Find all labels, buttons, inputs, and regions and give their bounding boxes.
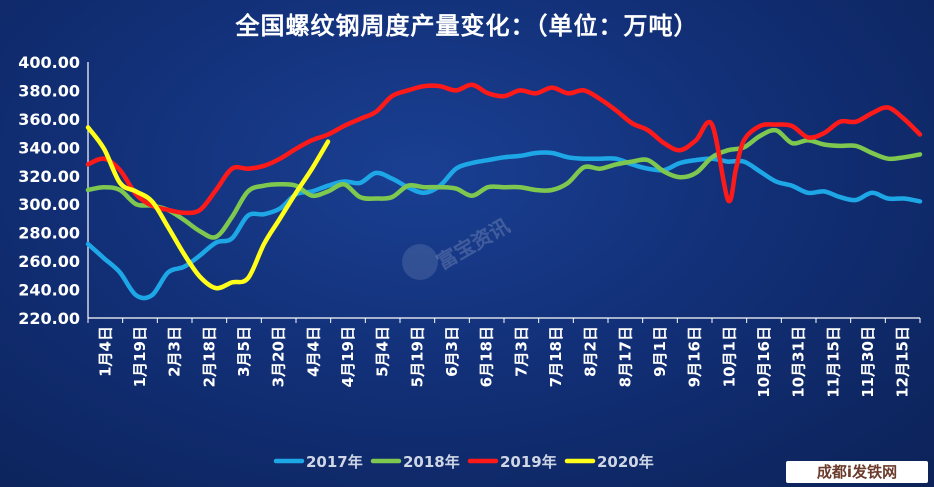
- watermark-text: 富宝资讯: [433, 214, 514, 275]
- watermark: 富宝资讯: [402, 214, 514, 280]
- y-tick-label: 300.00: [18, 195, 80, 214]
- series-line-2017年: [85, 150, 923, 301]
- x-tick-label: 5月19日: [408, 326, 426, 387]
- legend: 2017年 2018年 2019年 2020年: [273, 453, 654, 471]
- x-tick-label: 8月2日: [582, 326, 600, 377]
- watermark-logo: [402, 244, 438, 280]
- y-tick-label: 360.00: [18, 110, 80, 129]
- x-tick-label: 6月18日: [478, 326, 496, 387]
- x-tick-label: 4月4日: [304, 326, 322, 377]
- series-line-2020年: [85, 125, 331, 291]
- chart-title: 全国螺纹钢周度产量变化：（单位：万吨）: [235, 12, 699, 40]
- y-tick-label: 260.00: [18, 252, 80, 271]
- x-tick-label: 3月20日: [270, 326, 288, 387]
- series-line-2018年: [85, 127, 923, 240]
- x-tick-label: 6月3日: [443, 326, 461, 377]
- x-tick-label: 7月3日: [512, 326, 530, 377]
- corner-logo: 成都i发铁网: [786, 461, 928, 483]
- x-tick-label: 11月15日: [824, 326, 842, 398]
- y-tick-label: 400.00: [18, 53, 80, 72]
- legend-label: 2017年: [306, 453, 363, 471]
- y-tick-label: 320.00: [18, 167, 80, 186]
- y-tick-label: 220.00: [18, 309, 80, 328]
- legend-label: 2019年: [500, 453, 557, 471]
- x-tick-label: 10月16日: [755, 326, 773, 398]
- legend-label: 2020年: [597, 453, 654, 471]
- y-tick-label: 380.00: [18, 81, 80, 100]
- x-tick-label: 1月19日: [131, 326, 149, 387]
- x-tick-label: 7月18日: [547, 326, 565, 387]
- x-tick-label: 10月31日: [790, 326, 808, 398]
- axes: 220.00 240.00 260.00 280.00 300.00 320.00 340.…: [18, 53, 921, 398]
- x-tick-label: 1月4日: [96, 326, 114, 377]
- legend-label: 2018年: [403, 453, 460, 471]
- y-tick-label: 340.00: [18, 138, 80, 157]
- x-tick-label: 2月18日: [200, 326, 218, 387]
- x-tick-label: 5月4日: [374, 326, 392, 377]
- y-tick-label: 240.00: [18, 281, 80, 300]
- x-tick-label: 9月16日: [686, 326, 704, 387]
- series-lines: [85, 82, 923, 301]
- x-tick-label: 11月30日: [859, 326, 877, 398]
- x-tick-label: 4月19日: [339, 326, 357, 387]
- y-tick-label: 280.00: [18, 224, 80, 243]
- x-tick-label: 10月1日: [720, 326, 738, 387]
- x-tick-label: 8月17日: [616, 326, 634, 387]
- series-line-2019年: [85, 82, 923, 216]
- x-tick-label: 9月1日: [651, 326, 669, 377]
- x-tick-label: 3月5日: [235, 326, 253, 377]
- x-tick-label: 12月15日: [894, 326, 912, 398]
- x-tick-label: 2月3日: [166, 326, 184, 377]
